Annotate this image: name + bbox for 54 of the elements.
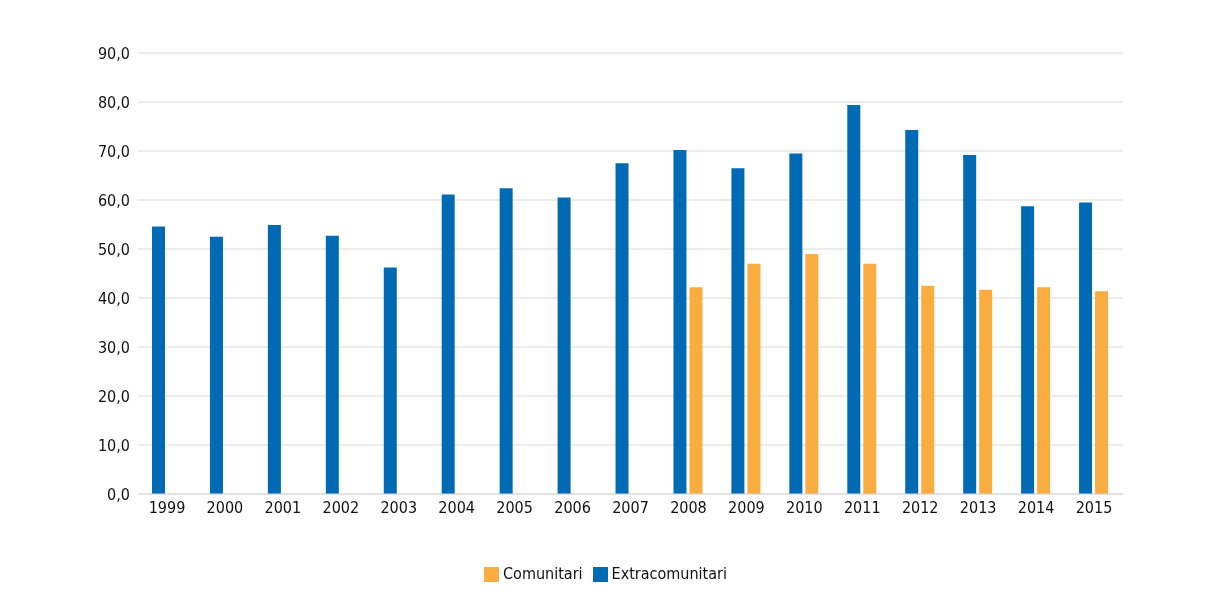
bar <box>673 150 687 494</box>
bar <box>615 163 629 494</box>
bar <box>499 188 513 494</box>
x-tick-label: 2003 <box>380 498 418 518</box>
bar <box>747 263 761 494</box>
x-tick-label: 2005 <box>496 498 533 518</box>
bar <box>209 236 223 494</box>
x-tick-label: 2006 <box>554 498 591 518</box>
bar <box>979 289 993 494</box>
bar <box>267 224 281 494</box>
x-tick-label: 2002 <box>322 498 360 518</box>
x-tick-label: 2008 <box>670 498 707 518</box>
x-tick-label: 2001 <box>264 498 302 518</box>
y-tick-label: 90,0 <box>97 43 130 63</box>
bar <box>905 129 919 494</box>
bar <box>325 235 339 494</box>
y-tick-label: 40,0 <box>97 288 130 308</box>
x-tick-label: 2004 <box>438 498 475 518</box>
y-tick-label: 50,0 <box>97 239 130 259</box>
legend-label: Comunitari <box>503 564 583 583</box>
x-tick-label: 2000 <box>206 498 244 518</box>
bar <box>1079 202 1093 494</box>
x-tick-label: 2010 <box>786 498 823 518</box>
y-tick-label: 20,0 <box>97 386 130 406</box>
x-tick-label: 2007 <box>612 498 649 518</box>
y-tick-label: 0,0 <box>107 484 130 504</box>
bar <box>921 285 935 494</box>
y-tick-label: 10,0 <box>97 435 130 455</box>
bar <box>963 154 977 494</box>
bar <box>789 153 803 494</box>
bar <box>1037 287 1051 494</box>
x-tick-label: 2013 <box>959 498 997 518</box>
bar <box>689 287 703 494</box>
x-tick-label: 2009 <box>728 498 765 518</box>
y-tick-label: 70,0 <box>97 141 130 161</box>
bar <box>1095 291 1109 494</box>
bar <box>383 267 397 494</box>
bar <box>441 194 455 494</box>
y-tick-label: 30,0 <box>97 337 130 357</box>
x-tick-label: 2011 <box>843 498 881 518</box>
bar <box>863 263 877 494</box>
bar <box>152 226 165 494</box>
bar <box>1021 206 1035 494</box>
x-tick-label: 2012 <box>901 498 939 518</box>
legend-label: Extracomunitari <box>611 564 727 583</box>
y-tick-label: 60,0 <box>97 190 130 210</box>
x-tick-label: 2015 <box>1075 498 1113 518</box>
y-tick-label: 80,0 <box>97 92 130 112</box>
bar <box>557 197 571 494</box>
bar <box>731 168 745 494</box>
x-tick-label: 2014 <box>1017 498 1055 518</box>
bar <box>805 253 819 494</box>
bar <box>847 104 861 494</box>
x-tick-label: 1999 <box>148 498 186 518</box>
